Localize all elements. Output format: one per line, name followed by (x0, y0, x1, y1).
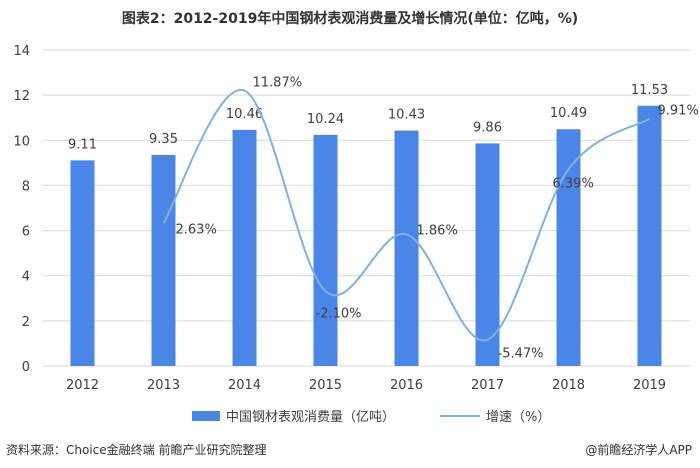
line-value-label: -5.47% (498, 347, 544, 362)
bar-data-labels: 9.11 9.35 10.46 10.24 10.43 9.86 10.49 11.53 (68, 83, 668, 153)
legend: 中国钢材表观消费量（亿吨） 增速（%） (192, 410, 550, 425)
line-value-label: 1.86% (417, 223, 458, 238)
bar-value-label: 10.46 (226, 107, 263, 122)
bar-value-label: 9.11 (68, 137, 97, 152)
source-note: 资料来源：Choice金融终端 前瞻产业研究院整理 (6, 443, 267, 457)
y-axis-labels: 0 2 4 6 8 10 12 14 (13, 44, 30, 375)
legend-bar-label: 中国钢材表观消费量（亿吨） (226, 410, 395, 425)
x-axis-labels: 2012 2013 2014 2015 2016 2017 2018 2019 (66, 378, 666, 393)
line-value-label: 9.91% (658, 104, 699, 119)
bar-value-label: 9.35 (149, 132, 178, 147)
x-tick-label: 2014 (228, 378, 261, 393)
y-tick-label: 10 (13, 134, 30, 149)
legend-line-label: 增速（%） (486, 410, 550, 425)
bar (313, 134, 338, 366)
bar (232, 129, 257, 366)
legend-bar-swatch (192, 411, 220, 421)
x-tick-label: 2016 (390, 378, 423, 393)
y-tick-label: 8 (22, 179, 30, 194)
bar (394, 130, 419, 366)
y-tick-label: 6 (22, 225, 30, 240)
brand-credit: @前瞻经济学人APP (585, 443, 692, 457)
bar-value-label: 9.86 (473, 120, 502, 135)
y-tick-label: 12 (13, 89, 30, 104)
line-data-labels: 2.63% 11.87% -2.10% 1.86% -5.47% 6.39% 9.91% (176, 76, 699, 362)
bar-value-label: 10.43 (388, 108, 425, 123)
x-tick-label: 2017 (471, 378, 504, 393)
line-value-label: 11.87% (253, 76, 303, 91)
x-tick-label: 2013 (147, 378, 180, 393)
bar-value-label: 11.53 (631, 83, 668, 98)
line-value-label: -2.10% (316, 306, 362, 321)
y-tick-label: 0 (22, 360, 30, 375)
y-tick-label: 4 (22, 270, 30, 285)
x-tick-label: 2018 (552, 378, 585, 393)
grid-lines (42, 49, 690, 367)
bar-value-label: 10.24 (307, 112, 344, 127)
y-tick-label: 2 (22, 315, 30, 330)
chart-title: 图表2：2012-2019年中国钢材表观消费量及增长情况(单位：亿吨，%) (121, 11, 579, 27)
x-tick-label: 2015 (309, 378, 342, 393)
bar (556, 129, 581, 366)
line-value-label: 2.63% (176, 222, 217, 237)
line-value-label: 6.39% (553, 176, 594, 191)
bar (70, 160, 95, 366)
bar (475, 143, 500, 366)
growth-line (162, 89, 651, 342)
x-tick-label: 2012 (66, 378, 99, 393)
bar (637, 105, 662, 366)
bar-value-label: 10.49 (550, 106, 587, 121)
x-tick-label: 2019 (633, 378, 666, 393)
y-tick-label: 14 (13, 44, 30, 59)
line-series (162, 89, 651, 342)
bar (151, 154, 176, 366)
